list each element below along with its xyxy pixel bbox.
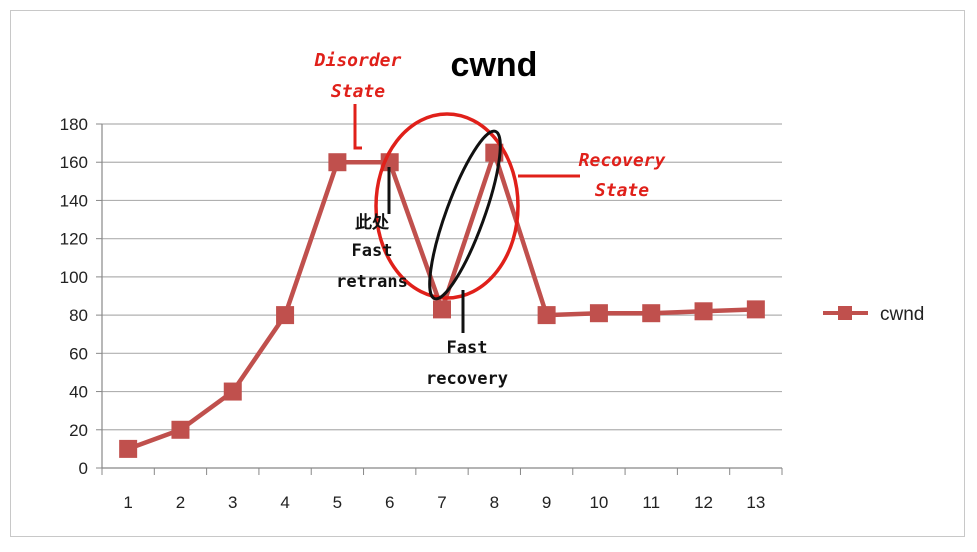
x-tick-label: 7 xyxy=(437,493,446,512)
y-tick-label: 60 xyxy=(69,344,88,363)
y-tick-label: 80 xyxy=(69,306,88,325)
y-tick-label: 20 xyxy=(69,421,88,440)
series-cwnd xyxy=(119,143,765,458)
recovery-ellipse xyxy=(374,112,520,300)
annotation-disorder-line2: State xyxy=(331,81,385,102)
annotation-here-cn: 此处 xyxy=(355,212,390,233)
x-tick-label: 4 xyxy=(280,493,289,512)
data-point-marker xyxy=(642,304,661,323)
x-tick-label: 12 xyxy=(694,493,713,512)
data-point-marker xyxy=(223,382,242,401)
chart-frame xyxy=(10,10,965,537)
x-tick-label: 5 xyxy=(333,493,342,512)
x-tick-label: 3 xyxy=(228,493,237,512)
data-point-marker xyxy=(119,439,138,458)
data-point-marker xyxy=(328,153,347,172)
x-tick-label: 1 xyxy=(123,493,132,512)
annotation-fast-retrans-line2: retrans xyxy=(336,272,408,292)
data-point-marker xyxy=(746,300,765,319)
annotation-recovery-line1: Recovery xyxy=(579,150,667,171)
y-tick-labels: 0 20 40 60 80 100 120 140 160 180 xyxy=(60,115,88,478)
x-tick-label: 11 xyxy=(642,493,660,512)
data-point-marker xyxy=(171,420,190,439)
y-tick-label: 140 xyxy=(60,191,88,210)
annotation-disorder-pointer xyxy=(353,104,362,150)
x-tick-label: 8 xyxy=(490,493,499,512)
data-point-marker xyxy=(276,306,295,325)
y-tick-label: 160 xyxy=(60,153,88,172)
chart-title: cwnd xyxy=(451,46,538,84)
y-tick-label: 180 xyxy=(60,115,88,134)
legend-marker xyxy=(838,306,852,320)
data-point-marker xyxy=(537,306,556,325)
axes xyxy=(101,124,783,475)
x-tick-labels: 1 2 3 4 5 6 7 8 9 10 11 12 13 xyxy=(123,493,765,512)
y-tick-label: 0 xyxy=(79,459,88,478)
annotation-fast-recovery-line2: recovery xyxy=(426,369,508,389)
legend: cwnd xyxy=(823,304,924,325)
x-tick-label: 13 xyxy=(746,493,765,512)
data-point-marker xyxy=(589,304,608,323)
x-tick-label: 2 xyxy=(176,493,185,512)
y-tick-label: 40 xyxy=(69,383,88,402)
x-tick-label: 10 xyxy=(589,493,608,512)
annotation-fast-retrans-line1: Fast xyxy=(352,241,393,261)
y-tick-label: 120 xyxy=(60,230,88,249)
x-tick-label: 9 xyxy=(542,493,551,512)
annotation-disorder-line1: Disorder xyxy=(314,50,402,71)
annotation-fast-recovery-line1: Fast xyxy=(447,338,488,358)
data-point-marker xyxy=(433,300,451,319)
legend-label: cwnd xyxy=(880,304,924,325)
fast-recovery-ellipse xyxy=(428,129,502,301)
y-tick-label: 100 xyxy=(60,268,88,287)
gridlines xyxy=(96,123,782,469)
annotation-recovery-line2: State xyxy=(595,180,649,201)
x-tick-label: 6 xyxy=(385,493,394,512)
data-point-marker xyxy=(694,302,713,321)
